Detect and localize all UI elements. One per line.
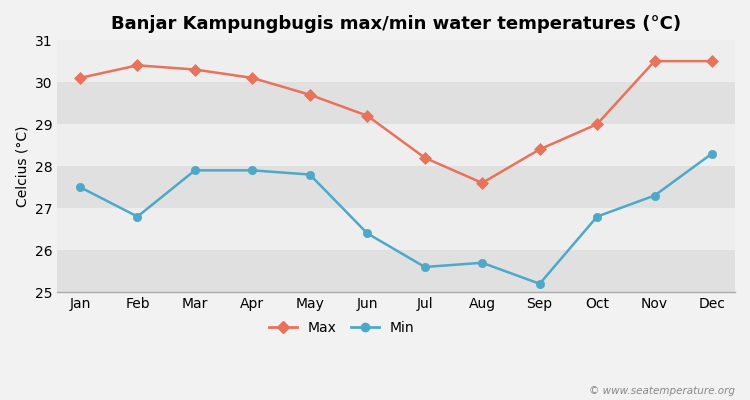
Min	[420, 264, 429, 269]
Bar	[57, 166, 735, 208]
Bar	[57, 82, 735, 124]
Bar	[57, 208, 735, 250]
Max	[76, 76, 85, 80]
Max	[305, 92, 314, 97]
Title: Banjar Kampungbugis max/min water temperatures (°C): Banjar Kampungbugis max/min water temper…	[111, 15, 681, 33]
Line: Min: Min	[76, 149, 716, 288]
Legend: Max, Min: Max, Min	[264, 316, 420, 341]
Max	[592, 122, 602, 126]
Min	[478, 260, 487, 265]
Min	[363, 231, 372, 236]
Max	[707, 59, 716, 64]
Min	[305, 172, 314, 177]
Min	[592, 214, 602, 219]
Min	[133, 214, 142, 219]
Max	[536, 147, 544, 152]
Min	[248, 168, 257, 173]
Bar	[57, 124, 735, 166]
Bar	[57, 250, 735, 292]
Max	[650, 59, 659, 64]
Bar	[57, 40, 735, 82]
Max	[478, 180, 487, 185]
Line: Max: Max	[76, 57, 716, 187]
Y-axis label: Celcius (°C): Celcius (°C)	[15, 125, 29, 207]
Text: © www.seatemperature.org: © www.seatemperature.org	[589, 386, 735, 396]
Max	[248, 76, 257, 80]
Max	[363, 113, 372, 118]
Max	[190, 67, 200, 72]
Min	[707, 151, 716, 156]
Min	[76, 185, 85, 190]
Min	[536, 281, 544, 286]
Min	[650, 193, 659, 198]
Max	[420, 155, 429, 160]
Min	[190, 168, 200, 173]
Max	[133, 63, 142, 68]
